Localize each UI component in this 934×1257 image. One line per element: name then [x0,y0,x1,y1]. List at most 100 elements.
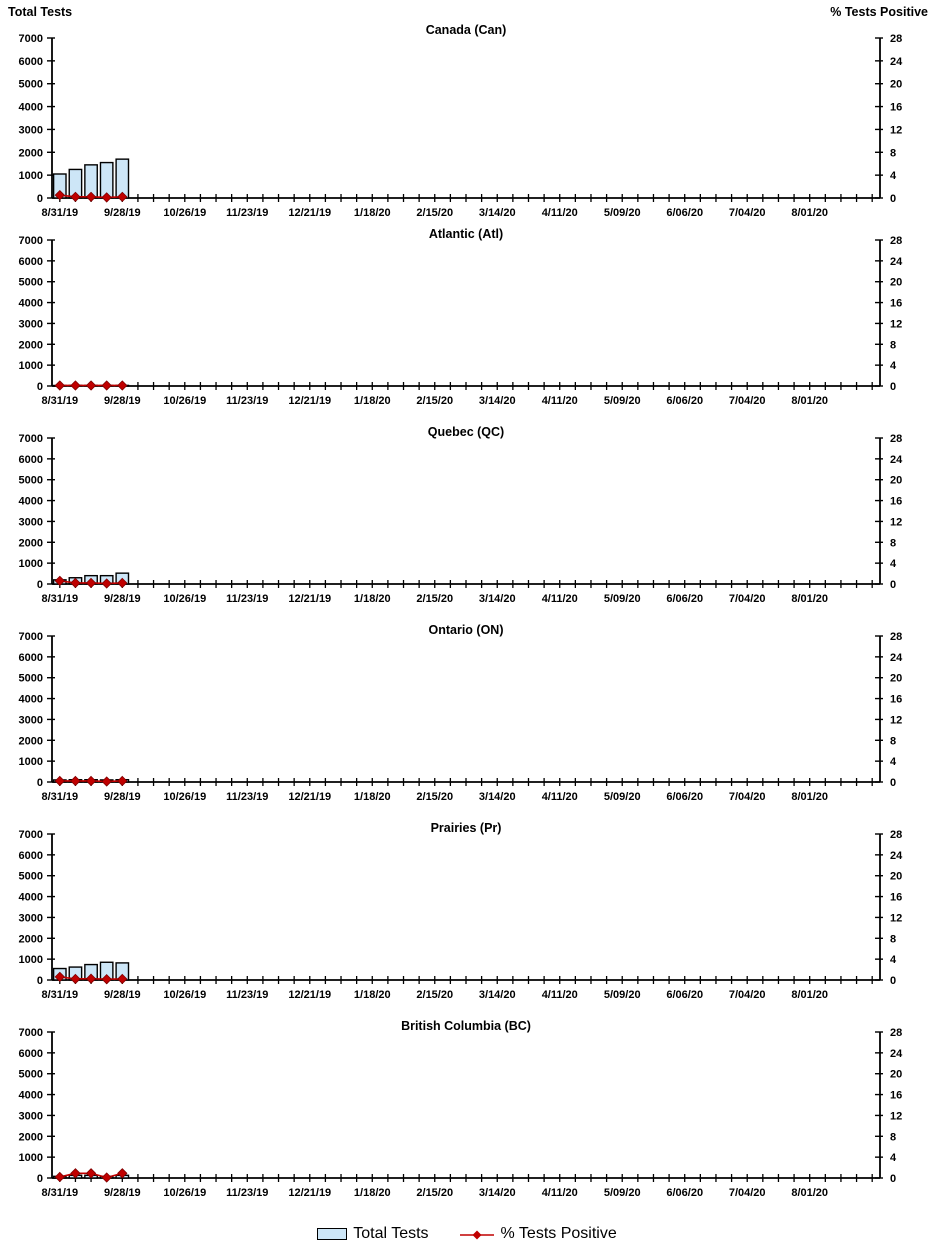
left-tick-label: 6000 [19,56,43,68]
x-tick-label: 2/15/20 [416,989,453,1001]
x-tick-label: 3/14/20 [479,989,516,1001]
pct-positive-marker [101,578,112,589]
legend-bar-label: Total Tests [353,1225,429,1242]
x-tick-label: 5/09/20 [604,395,641,407]
x-tick-label: 9/28/19 [104,989,141,1001]
left-tick-label: 4000 [19,102,43,114]
chart-title: Canada (Can) [426,23,507,37]
chart-title: British Columbia (BC) [401,1019,531,1033]
left-tick-label: 0 [37,975,43,987]
pct-positive-marker [101,776,112,787]
right-tick-label: 0 [890,381,896,393]
x-tick-label: 7/04/20 [729,207,766,219]
legend-item-pct-positive: % Tests Positive [459,1225,617,1243]
pct-positive-marker [85,191,97,203]
x-tick-label: 8/01/20 [791,395,828,407]
x-tick-label: 3/14/20 [479,207,516,219]
x-tick-label: 4/11/20 [542,791,578,803]
pct-positive-marker [54,189,65,201]
left-tick-label: 6000 [19,850,43,862]
left-tick-label: 4000 [19,496,43,508]
x-tick-label: 1/18/20 [354,395,391,407]
left-tick-label: 0 [37,777,43,789]
left-tick-label: 2000 [19,147,43,159]
x-tick-label: 2/15/20 [416,593,453,605]
pct-positive-marker [54,775,65,787]
x-tick-label: 4/11/20 [542,1187,578,1199]
chart-title: Prairies (Pr) [431,821,502,835]
x-tick-label: 7/04/20 [729,791,766,803]
x-tick-label: 4/11/20 [542,207,578,219]
x-tick-label: 4/11/20 [542,395,578,407]
left-tick-label: 3000 [19,318,43,330]
left-tick-label: 6000 [19,652,43,664]
pct-positive-marker [101,192,112,203]
left-tick-label: 1000 [19,558,43,570]
x-tick-label: 6/06/20 [666,395,703,407]
x-tick-label: 3/14/20 [479,791,516,803]
left-tick-label: 0 [37,193,43,205]
x-tick-label: 10/26/19 [163,395,206,407]
left-tick-label: 7000 [19,33,43,45]
x-tick-label: 11/23/19 [226,989,268,1001]
x-tick-label: 4/11/20 [542,593,578,605]
x-tick-label: 7/04/20 [729,1187,766,1199]
x-tick-label: 1/18/20 [354,791,391,803]
right-axis-title: % Tests Positive [830,5,928,19]
x-tick-label: 3/14/20 [479,395,516,407]
left-tick-label: 6000 [19,256,43,268]
x-tick-label: 8/01/20 [791,207,828,219]
left-tick-label: 2000 [19,1131,43,1143]
pct-positive-marker [117,577,128,589]
left-tick-label: 6000 [19,1048,43,1060]
x-tick-label: 6/06/20 [666,1187,703,1199]
x-tick-label: 1/18/20 [354,207,391,219]
x-tick-label: 1/18/20 [354,1187,391,1199]
pct-positive-marker [70,973,81,985]
x-tick-label: 8/31/19 [41,1187,78,1199]
x-tick-label: 10/26/19 [163,593,206,605]
x-tick-label: 1/18/20 [354,593,391,605]
charts-stack: Total Tests % Tests Positive Canada (Can) 0… [8,5,928,1199]
left-tick-label: 1000 [19,954,43,966]
x-tick-label: 8/31/19 [41,593,78,605]
pct-positive-marker [70,775,81,787]
left-tick-label: 4000 [19,694,43,706]
legend: Total Tests % Tests Positive [0,1212,934,1256]
right-tick-label: 28 [890,235,902,247]
pct-positive-marker [54,971,65,983]
right-tick-label: 0 [890,1173,896,1185]
left-tick-label: 4000 [19,298,43,310]
x-tick-label: 8/01/20 [791,1187,828,1199]
x-tick-label: 9/28/19 [104,395,141,407]
pct-positive-marker [117,1168,128,1179]
x-tick-label: 5/09/20 [604,989,641,1001]
x-tick-label: 6/06/20 [666,593,703,605]
pct-positive-marker [70,380,81,391]
pct-positive-marker [101,380,112,391]
right-tick-label: 16 [890,892,902,904]
right-tick-label: 8 [890,537,896,549]
left-tick-label: 3000 [19,124,43,136]
right-tick-label: 20 [890,673,902,685]
x-tick-label: 12/21/19 [288,791,331,803]
x-tick-label: 8/31/19 [41,395,78,407]
x-tick-label: 11/23/19 [226,207,268,219]
x-tick-label: 11/23/19 [226,593,268,605]
right-tick-label: 16 [890,102,902,114]
left-tick-label: 1000 [19,170,43,182]
x-tick-label: 12/21/19 [288,593,331,605]
right-tick-label: 16 [890,298,902,310]
x-tick-label: 4/11/20 [542,989,578,1001]
pct-positive-marker [54,380,65,391]
left-tick-label: 3000 [19,714,43,726]
x-tick-label: 8/01/20 [791,791,828,803]
x-tick-label: 8/01/20 [791,593,828,605]
x-tick-label: 10/26/19 [163,989,206,1001]
x-tick-label: 11/23/19 [226,791,268,803]
right-tick-label: 0 [890,193,896,205]
right-tick-label: 20 [890,871,902,883]
left-axis-title: Total Tests [8,5,72,19]
chart-title: Atlantic (Atl) [429,227,503,241]
pct-positive-marker [117,191,128,203]
